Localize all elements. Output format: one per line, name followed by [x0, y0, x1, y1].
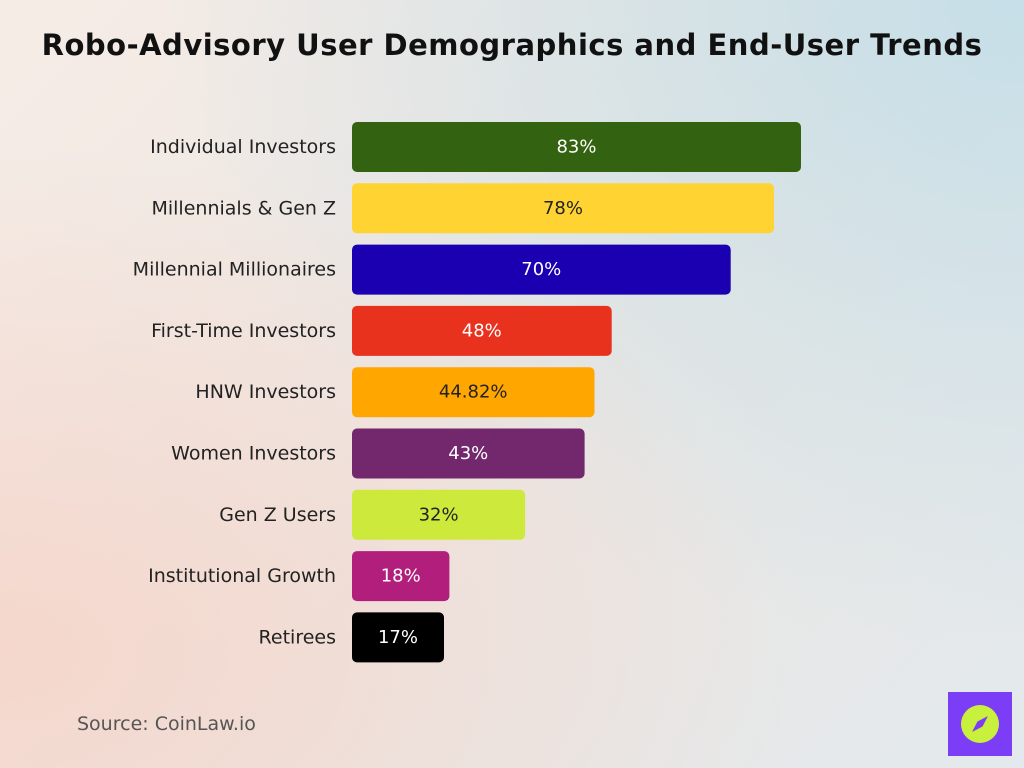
- category-label-6: Gen Z Users: [219, 504, 336, 526]
- bar-0: [352, 122, 801, 172]
- value-label-3: 48%: [462, 320, 502, 341]
- category-label-5: Women Investors: [171, 443, 336, 465]
- value-label-4: 44.82%: [439, 382, 508, 403]
- value-label-8: 17%: [378, 627, 418, 648]
- category-label-7: Institutional Growth: [148, 565, 336, 587]
- bar-7: [352, 551, 450, 602]
- value-label-1: 78%: [543, 198, 583, 219]
- value-label-7: 18%: [381, 566, 421, 587]
- category-label-4: HNW Investors: [195, 381, 336, 403]
- bar-1: [352, 183, 774, 234]
- source-note: Source: CoinLaw.io: [77, 713, 256, 735]
- value-label-0: 83%: [556, 137, 596, 158]
- bar-4: [352, 367, 595, 418]
- bar-3: [352, 305, 612, 356]
- category-label-2: Millennial Millionaires: [133, 259, 336, 281]
- value-label-2: 70%: [521, 259, 561, 280]
- bar-6: [352, 489, 526, 540]
- value-label-6: 32%: [419, 504, 459, 525]
- category-label-3: First-Time Investors: [151, 320, 336, 342]
- bar-5: [352, 428, 585, 479]
- value-label-5: 43%: [448, 443, 488, 464]
- category-label-8: Retirees: [259, 626, 336, 648]
- bar-8: [352, 612, 444, 663]
- category-label-1: Millennials & Gen Z: [151, 197, 336, 219]
- bar-2: [352, 244, 731, 295]
- brand-logo: [948, 692, 1012, 756]
- chart-title: Robo-Advisory User Demographics and End-…: [41, 28, 983, 62]
- compass-icon: [961, 705, 999, 743]
- category-label-0: Individual Investors: [150, 136, 336, 158]
